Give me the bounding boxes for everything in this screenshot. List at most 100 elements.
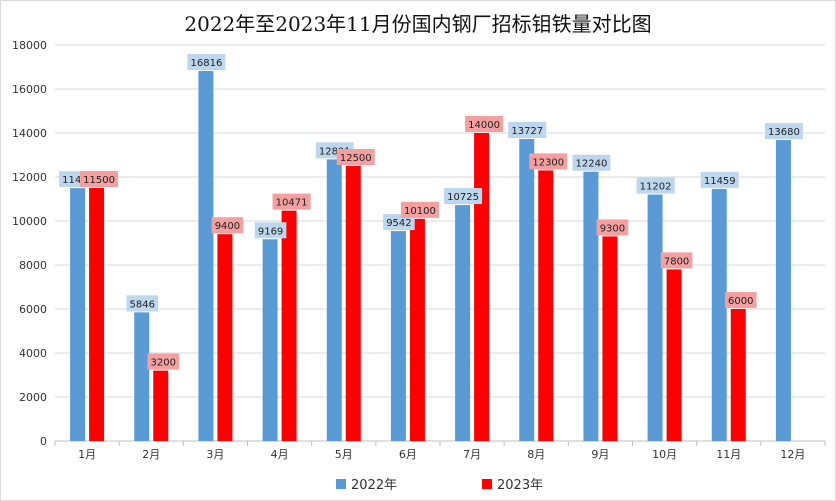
bar-2023年-7月: [474, 133, 490, 441]
data-label-bg: [444, 188, 483, 205]
x-tick-label: 8月: [527, 448, 545, 461]
data-label-bg: [700, 171, 739, 188]
data-label: 11459: [704, 176, 736, 187]
data-label-bg: [572, 154, 611, 171]
data-labels: 11495 5846 16816 9169 12801 9542 10725 13727 122…: [59, 54, 803, 370]
data-label: 12500: [340, 153, 372, 164]
y-tick-label: 12000: [12, 171, 47, 184]
y-tick-label: 8000: [19, 259, 47, 272]
bar-2022年-8月: [519, 139, 535, 442]
x-tick-label: 1月: [78, 448, 96, 461]
bar-2023年-9月: [602, 236, 618, 441]
bar-2022年-7月: [455, 205, 471, 441]
bar-2023年-2月: [153, 370, 169, 441]
x-tick-label: 4月: [271, 448, 289, 461]
data-label: 5846: [130, 299, 155, 310]
x-tick-label: 3月: [206, 448, 224, 461]
bar-2022年-12月: [775, 140, 791, 442]
data-label: 13680: [768, 127, 800, 138]
y-tick-label: 6000: [19, 303, 47, 316]
bars: [70, 71, 791, 442]
data-label: 12300: [532, 157, 564, 168]
x-tick-label: 2月: [142, 448, 160, 461]
legend-label-2022: 2022年: [351, 478, 397, 493]
bar-2022年-1月: [70, 188, 86, 441]
data-label-bg: [187, 54, 226, 71]
data-label-bg: [724, 292, 757, 308]
data-label: 9169: [258, 226, 283, 237]
bar-2022年-9月: [583, 171, 599, 441]
y-tick-label: 2000: [19, 391, 47, 404]
y-tick-label: 16000: [12, 83, 47, 96]
data-label-bg: [126, 295, 159, 312]
data-label: 16816: [191, 58, 223, 69]
data-label-bg: [508, 122, 547, 139]
data-label: 12240: [576, 159, 608, 170]
bar-2022年-11月: [711, 188, 727, 441]
data-label: 6000: [728, 296, 753, 307]
data-label-bg: [400, 201, 439, 218]
data-label-bg: [272, 193, 311, 210]
bar-2023年-1月: [89, 188, 105, 441]
legend-swatch-2022: [336, 479, 346, 489]
data-label: 12801: [319, 146, 351, 157]
legend-label-2023: 2023年: [497, 478, 543, 493]
x-tick-label: 6月: [399, 448, 417, 461]
data-label: 9542: [386, 218, 411, 229]
x-tick-label: 5月: [335, 448, 353, 461]
data-label-bg: [636, 177, 675, 194]
data-label: 9400: [215, 221, 240, 232]
bar-2022年-10月: [647, 194, 663, 441]
data-label: 10725: [447, 192, 479, 203]
data-label-bg: [336, 149, 375, 165]
data-label-bg: [80, 171, 119, 187]
bar-2023年-3月: [217, 234, 233, 441]
bar-2023年-4月: [281, 210, 297, 441]
x-tick-label: 7月: [463, 448, 481, 461]
data-label-bg: [529, 153, 568, 170]
bar-2022年-5月: [326, 159, 342, 442]
data-label-bg: [211, 217, 244, 234]
y-tick-label: 4000: [19, 347, 47, 360]
data-label: 10471: [276, 198, 308, 209]
bar-2022年-6月: [390, 231, 406, 441]
data-label: 11495: [62, 175, 94, 186]
x-tick-label: 10月: [652, 448, 677, 461]
data-label: 9300: [600, 223, 625, 234]
bar-2023年-11月: [730, 309, 746, 441]
data-label-bg: [764, 123, 803, 140]
data-label: 3200: [151, 358, 176, 369]
axes: 0 2000 4000 6000 8000 10000 12000 14000 16000 180…: [12, 39, 826, 461]
chart-title: 2022年至2023年11月份国内钢厂招标钼铁量对比图: [184, 12, 651, 36]
data-label: 11500: [83, 175, 115, 186]
y-tick-label: 18000: [12, 39, 47, 52]
bar-2022年-3月: [198, 71, 214, 441]
data-label-bg: [465, 116, 504, 132]
bar-2023年-6月: [409, 218, 425, 441]
data-label-bg: [383, 214, 415, 231]
data-label: 14000: [468, 120, 500, 131]
x-tick-label: 9月: [591, 448, 609, 461]
x-tick-label: 11月: [716, 448, 741, 461]
data-label-bg: [147, 353, 180, 370]
bar-2023年-10月: [666, 269, 682, 441]
legend-swatch-2023: [482, 479, 492, 489]
bar-2022年-2月: [134, 312, 150, 441]
gridlines: [55, 44, 825, 442]
y-tick-label: 14000: [12, 127, 47, 140]
data-label: 7800: [664, 256, 689, 267]
y-tick-label: 10000: [12, 215, 47, 228]
y-tick-label: 0: [40, 435, 47, 448]
bar-2023年-8月: [538, 170, 554, 441]
x-tick-label: 12月: [780, 448, 805, 461]
data-label-bg: [254, 222, 287, 239]
data-label: 11202: [640, 182, 672, 193]
data-label-bg: [660, 252, 693, 269]
data-label-bg: [596, 219, 629, 236]
bar-2023年-5月: [345, 166, 361, 441]
data-label: 13727: [511, 126, 543, 137]
data-label: 10100: [404, 206, 436, 217]
bar-2022年-4月: [262, 239, 278, 441]
